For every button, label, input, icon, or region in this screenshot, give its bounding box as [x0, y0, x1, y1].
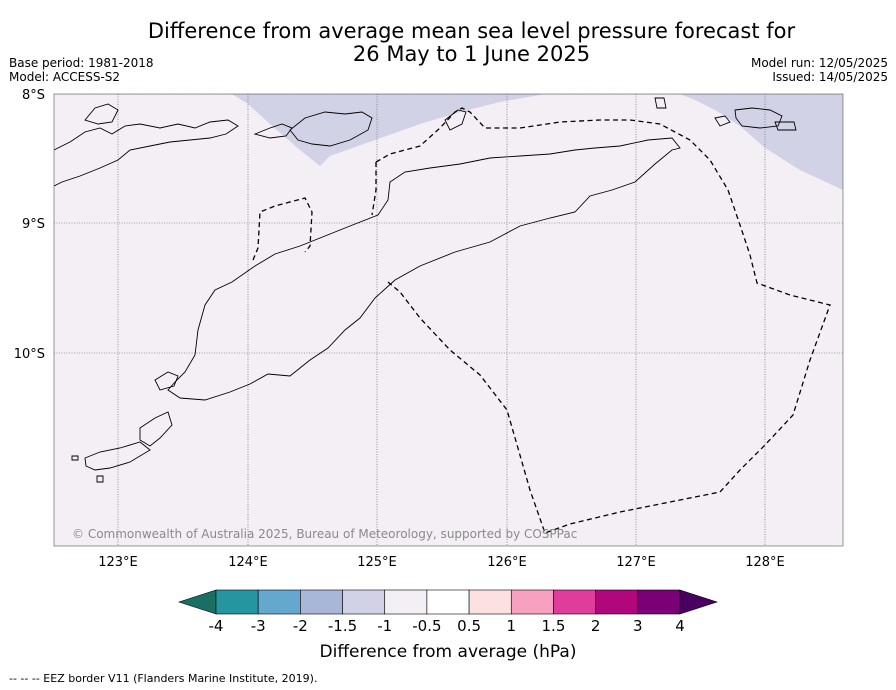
colorbar-tick-label: 1.5	[542, 617, 566, 635]
map-frame	[53, 93, 844, 547]
colorbar-tick-label: -4	[209, 617, 224, 635]
colorbar-tick-label: -1.5	[328, 617, 357, 635]
coast-rote	[139, 411, 173, 447]
colorbar-tick-label: 0.5	[457, 617, 481, 635]
colorbar-swatch	[595, 589, 639, 615]
map-background	[54, 94, 843, 546]
colorbar-swatch	[384, 589, 428, 615]
model-run: Model run: 12/05/2025	[750, 56, 888, 70]
lat-label: 9°S	[22, 217, 45, 232]
longitude-labels: 123°E 124°E 125°E 126°E 127°E 128°E	[98, 555, 785, 570]
colorbar-tick-label: 3	[633, 617, 643, 635]
coast-flores	[54, 119, 239, 187]
meta-right: Model run: 12/05/2025 Issued: 14/05/2025	[751, 56, 888, 84]
colorbar-tick-label: -2	[293, 617, 308, 635]
lat-label: 8°S	[22, 88, 45, 103]
coast-alor	[289, 111, 373, 147]
colorbar-swatch	[342, 589, 386, 615]
colorbar-swatch	[215, 589, 259, 615]
colorbar-swatch	[468, 589, 512, 615]
lon-label: 124°E	[228, 555, 268, 570]
model-name: Model: ACCESS-S2	[9, 70, 121, 84]
meta-left: Base period: 1981-2018 Model: ACCESS-S2	[9, 56, 154, 84]
title-line-1: Difference from average mean sea level p…	[147, 19, 796, 43]
eez-west-link	[371, 162, 377, 216]
lat-label: 10°S	[14, 347, 45, 362]
coast-timor	[167, 137, 681, 401]
colorbar-tick-label: -0.5	[412, 617, 441, 635]
colorbar-label: Difference from average (hPa)	[320, 642, 577, 662]
coast-island-a	[84, 103, 119, 125]
coastlines	[54, 97, 797, 483]
lon-label: 127°E	[616, 555, 656, 570]
eez-border	[252, 107, 831, 534]
coast-island-d	[654, 97, 667, 109]
latitude-labels: 8°S 9°S 10°S	[14, 88, 45, 362]
colorbar-swatch	[510, 589, 554, 615]
eez-timor-leste-main	[375, 107, 831, 534]
footnote: -- -- -- EEZ border V11 (Flanders Marine…	[9, 672, 318, 685]
colorbar-swatch	[426, 589, 470, 615]
coast-island-f	[154, 371, 179, 391]
lon-label: 128°E	[745, 555, 785, 570]
colorbar: -4 -3 -2 -1.5 -1 -0.5 0.5 1 1.5 2 3 4	[178, 589, 718, 635]
map-title: Difference from average mean sea level p…	[120, 20, 823, 66]
colorbar-swatch	[300, 589, 343, 615]
lon-label: 126°E	[487, 555, 527, 570]
lon-label: 123°E	[98, 555, 138, 570]
anomaly-area-north	[232, 94, 545, 166]
colorbar-swatch	[637, 589, 681, 615]
colorbar-tick-label: 4	[675, 617, 685, 635]
colorbar-swatch	[553, 589, 596, 615]
issued-date: Issued: 14/05/2025	[772, 70, 888, 84]
colorbar-arrow-high	[679, 589, 718, 615]
coast-island-i	[96, 475, 104, 483]
coast-island-c	[774, 121, 797, 131]
coast-island-g	[84, 441, 151, 471]
colorbar-tick-label: 1	[506, 617, 516, 635]
colorbar-arrow-low	[178, 589, 217, 615]
copyright-text: © Commonwealth of Australia 2025, Bureau…	[72, 527, 577, 541]
title-line-2: 26 May to 1 June 2025	[352, 42, 591, 66]
coast-island-e	[714, 115, 731, 127]
base-period: Base period: 1981-2018	[9, 56, 154, 70]
anomaly-area-northeast	[680, 94, 843, 190]
colorbar-tick-label: 2	[591, 617, 601, 635]
colorbar-tick-label: -1	[377, 617, 392, 635]
coast-wetar-east	[734, 107, 783, 129]
lon-label: 125°E	[357, 555, 397, 570]
eez-oecusse	[252, 197, 313, 261]
colorbar-tick-label: -3	[251, 617, 266, 635]
graticule	[54, 94, 843, 546]
coast-island-h	[71, 455, 79, 461]
colorbar-swatch	[257, 589, 301, 615]
